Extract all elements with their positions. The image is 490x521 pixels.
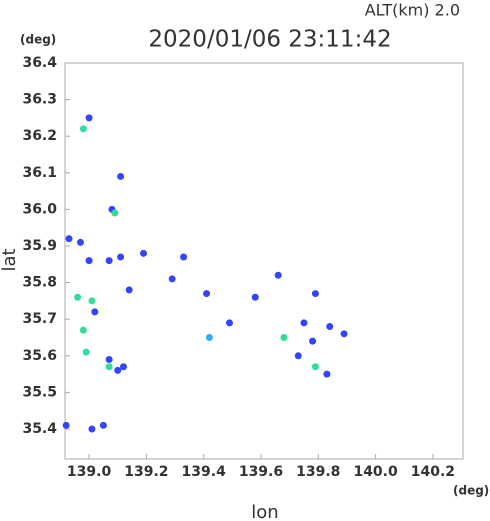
y-tick-label: 35.6 — [22, 348, 57, 364]
echo-point — [91, 308, 99, 316]
y-tick-label: 36.4 — [22, 55, 57, 71]
echo-point — [311, 363, 319, 371]
echo-point — [88, 425, 96, 433]
echo-point — [114, 366, 122, 374]
x-axis-label: lon — [251, 502, 278, 521]
echo-point — [85, 114, 93, 122]
echo-point — [168, 275, 176, 283]
echo-point — [309, 337, 317, 345]
echo-point — [85, 257, 93, 265]
x-tick-label: 139.6 — [239, 464, 283, 480]
echo-point — [105, 363, 113, 371]
y-tick-label: 35.8 — [22, 275, 57, 291]
plot-frame — [64, 62, 464, 460]
x-tick-label: 140.0 — [353, 464, 398, 480]
echo-point — [180, 253, 188, 261]
echo-point — [274, 271, 282, 279]
echo-point — [311, 290, 319, 298]
y-tick-label: 36.0 — [22, 201, 57, 217]
y-tick-label: 35.7 — [22, 311, 57, 327]
y-tick-label: 36.2 — [22, 128, 57, 144]
echo-point — [99, 421, 107, 429]
echo-point — [326, 323, 334, 331]
chart-title: 2020/01/06 23:11:42 — [148, 27, 391, 53]
echo-point — [105, 355, 113, 363]
echo-point — [205, 333, 213, 341]
echo-point — [79, 125, 87, 133]
echo-point — [225, 319, 233, 327]
echo-point — [82, 348, 90, 356]
echo-point — [117, 253, 125, 261]
echo-point — [65, 235, 73, 243]
echo-point — [251, 293, 259, 301]
echo-point — [79, 326, 87, 334]
echo-point — [340, 330, 348, 338]
y-axis-label: lat — [0, 248, 20, 271]
y-tick-label: 36.3 — [22, 92, 57, 108]
echo-point — [117, 172, 125, 180]
x-tick-label: 139.2 — [124, 464, 168, 480]
echo-point — [62, 421, 70, 429]
echo-point — [280, 333, 288, 341]
echo-point — [76, 238, 84, 246]
echo-point — [300, 319, 308, 327]
y-tick-label: 35.5 — [22, 384, 57, 400]
y-tick-label: 35.9 — [22, 238, 57, 254]
echo-point — [74, 293, 82, 301]
echo-point — [111, 209, 119, 217]
echo-point — [88, 297, 96, 305]
echo-point — [105, 257, 113, 265]
x-tick-label: 139.8 — [296, 464, 340, 480]
x-unit: (deg) — [453, 484, 489, 498]
echo-point — [323, 370, 331, 378]
echo-point — [125, 286, 133, 294]
x-tick-label: 140.2 — [411, 464, 455, 480]
y-unit: (deg) — [20, 33, 56, 47]
y-tick-label: 35.4 — [22, 421, 57, 437]
echo-point — [119, 363, 127, 371]
echo-point — [294, 352, 302, 360]
echo-point — [203, 290, 211, 298]
x-tick-label: 139.0 — [67, 464, 112, 480]
altitude-label: ALT(km) 2.0 — [365, 1, 460, 20]
echo-point — [140, 249, 148, 257]
y-tick-label: 36.1 — [22, 165, 57, 181]
x-tick-label: 139.4 — [182, 464, 227, 480]
